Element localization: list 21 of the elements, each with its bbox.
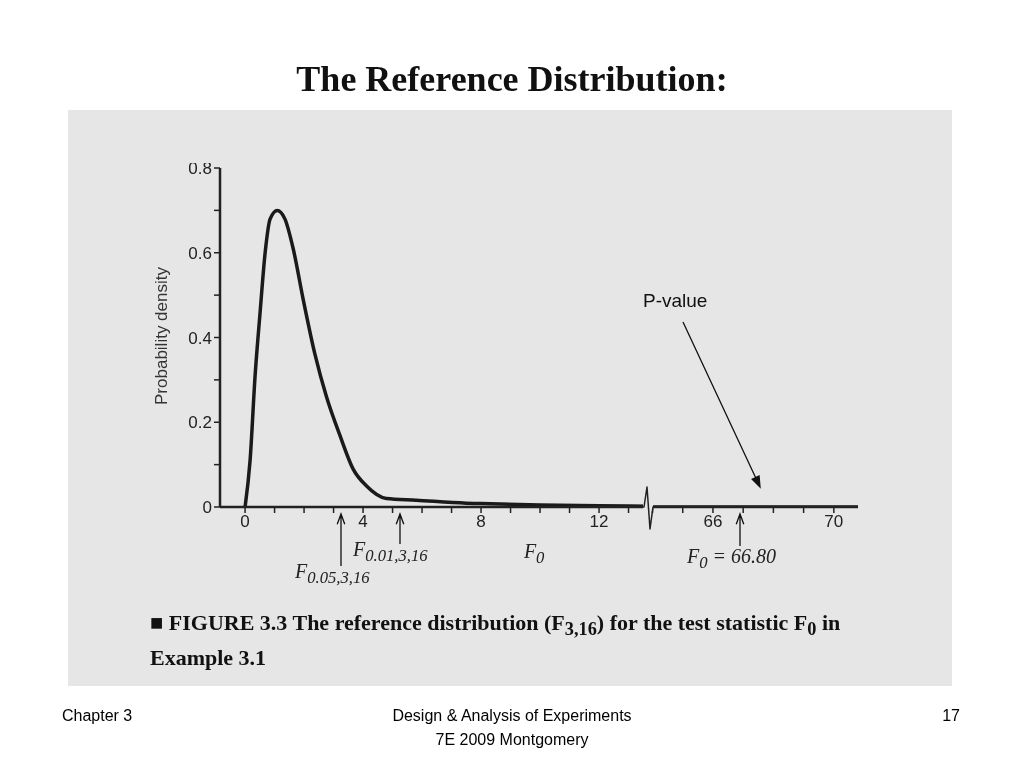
- x-tick-label: 4: [358, 512, 368, 532]
- y-tick-label: 0: [202, 498, 212, 518]
- x-axis-title: F$_{0}$: [523, 540, 545, 568]
- y-tick-label: 0.8: [188, 159, 212, 179]
- annotation: P-value: [643, 290, 708, 312]
- y-tick-label: 0.2: [188, 413, 212, 433]
- x-tick-label: 0: [240, 512, 250, 532]
- text: 17: [941, 707, 960, 725]
- text: 7E 2009 Montgomery: [434, 731, 590, 749]
- chart-title: The Reference Distribution:: [295, 58, 729, 100]
- y-tick-label: 0.4: [188, 328, 212, 348]
- y-tick-label: 0.6: [188, 243, 212, 263]
- x-tick-label: 70: [824, 512, 844, 532]
- x-tick-label: 12: [589, 512, 609, 532]
- text: Chapter 3: [62, 707, 133, 725]
- x-tick-label: 66: [703, 512, 723, 532]
- x-tick-label: 8: [476, 512, 486, 532]
- y-axis-title: Probability density: [152, 265, 172, 407]
- text: Design & Analysis of Experiments: [391, 707, 633, 725]
- text: ■ FIGURE 3.3 The reference distribution (F$_{3,16}$) for the test statistic F$_{0}$ in Example 3.1: [150, 610, 841, 671]
- text: F$_{0}$ = 66.80: [687, 545, 777, 573]
